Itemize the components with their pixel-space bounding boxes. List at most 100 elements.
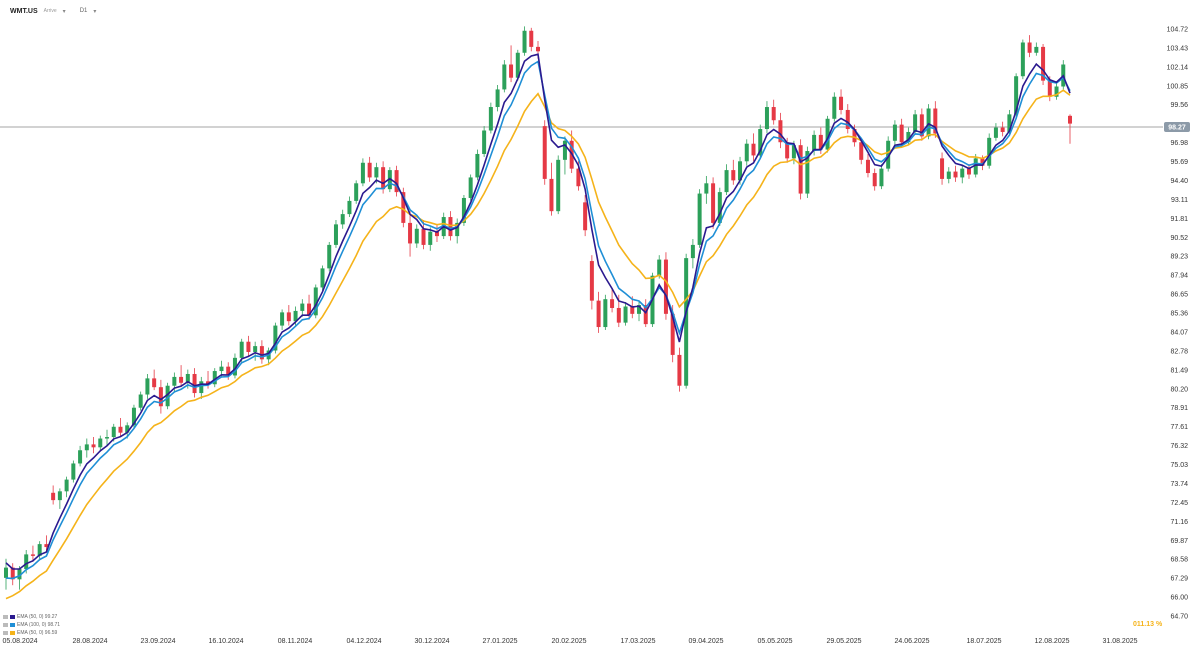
y-tick-label: 75.03 — [1170, 462, 1188, 469]
timeframe-label[interactable]: D1 — [79, 8, 88, 14]
chevron-down-icon[interactable]: ▾ — [93, 8, 97, 15]
candle — [165, 382, 170, 410]
candle — [455, 218, 460, 244]
candle — [697, 189, 702, 248]
x-axis: 05.08.2024 28.08.2024 23.09.2024 16.10.2024… — [2, 638, 1137, 645]
candle — [556, 155, 561, 215]
candle — [414, 224, 419, 248]
candle — [1000, 121, 1005, 137]
candle — [354, 180, 359, 204]
candle — [953, 165, 958, 182]
candle — [192, 368, 197, 398]
candle — [825, 115, 830, 153]
candle — [327, 241, 332, 272]
y-tick-label: 76.32 — [1170, 443, 1188, 450]
candle — [421, 219, 426, 250]
candle — [138, 391, 143, 411]
y-tick-label: 99.56 — [1170, 102, 1188, 109]
candle — [246, 335, 251, 357]
legend-swatch-ema200 — [10, 631, 15, 635]
y-tick-label: 90.52 — [1170, 235, 1188, 242]
candle — [232, 353, 237, 379]
candle — [684, 253, 689, 389]
candle — [845, 104, 850, 134]
legend-label: EMA (100, 0) 98.71 — [17, 622, 61, 628]
candle — [64, 476, 69, 498]
x-tick-label: 24.06.2025 — [894, 638, 929, 645]
symbol-label[interactable]: WMT.US — [10, 7, 38, 15]
candle — [152, 369, 157, 391]
y-tick-label: 66.00 — [1170, 595, 1188, 602]
y-axis: 104.72 103.43 102.14 100.85 99.56 96.98 95.69 9… — [1167, 27, 1189, 621]
chart-toolbar: WMT.US Arrive ▾ D1 ▾ — [10, 4, 96, 18]
y-tick-label: 69.87 — [1170, 538, 1188, 545]
candle — [495, 85, 500, 112]
candle — [30, 545, 35, 562]
y-tick-label: 82.78 — [1170, 348, 1188, 355]
candle — [764, 101, 769, 134]
candle — [434, 224, 439, 242]
eye-icon[interactable] — [3, 623, 8, 627]
y-tick-label: 100.85 — [1167, 83, 1189, 90]
eye-icon[interactable] — [3, 615, 8, 619]
candle — [1068, 114, 1072, 144]
candle — [704, 175, 709, 204]
x-tick-label: 20.02.2025 — [551, 638, 586, 645]
candle — [468, 174, 473, 201]
candle — [751, 133, 756, 162]
candle — [212, 368, 217, 388]
x-tick-label: 17.03.2025 — [620, 638, 655, 645]
candle — [300, 299, 305, 317]
candle — [899, 118, 904, 147]
candle — [711, 177, 716, 229]
x-tick-label: 04.12.2024 — [346, 638, 381, 645]
candle — [677, 347, 682, 392]
y-tick-label: 80.20 — [1170, 386, 1188, 393]
eye-icon[interactable] — [3, 631, 8, 635]
candle — [280, 309, 285, 330]
candle — [758, 124, 763, 159]
candle — [509, 45, 514, 83]
candle — [717, 187, 722, 226]
y-tick-label: 86.65 — [1170, 292, 1188, 299]
y-tick-label: 87.94 — [1170, 273, 1188, 280]
candle — [603, 294, 608, 330]
current-price-badge: 98.27 — [1164, 122, 1190, 132]
candle — [482, 126, 487, 157]
legend-item[interactable]: EMA (50, 0) 99.27 — [3, 613, 60, 621]
candle — [1027, 35, 1032, 58]
y-tick-label: 73.74 — [1170, 481, 1188, 488]
candle — [966, 164, 971, 179]
y-tick-label: 104.72 — [1167, 27, 1189, 34]
candle — [367, 156, 372, 182]
candle — [145, 373, 150, 399]
x-tick-label: 27.01.2025 — [482, 638, 517, 645]
candle — [179, 365, 184, 388]
candle — [724, 164, 729, 196]
x-tick-label: 28.08.2024 — [72, 638, 107, 645]
candle — [333, 219, 338, 248]
ema-50-line — [5, 53, 1071, 570]
candle — [1041, 43, 1046, 86]
x-tick-label: 23.09.2024 — [140, 638, 175, 645]
candle — [549, 162, 554, 216]
candle — [488, 102, 493, 134]
y-tick-label: 77.61 — [1170, 424, 1188, 431]
candle — [1020, 39, 1025, 80]
candle — [542, 120, 547, 185]
candle — [690, 239, 695, 269]
legend-item[interactable]: EMA (100, 0) 98.71 — [3, 621, 60, 629]
candle — [744, 139, 749, 166]
candle — [940, 152, 945, 185]
legend-item[interactable]: EMA (50, 0) 96.59 — [3, 629, 60, 637]
candle — [37, 541, 42, 561]
candle — [798, 139, 803, 200]
candle — [610, 288, 615, 313]
y-tick-label: 85.36 — [1170, 311, 1188, 318]
chevron-down-icon[interactable]: ▾ — [62, 8, 66, 15]
y-tick-label: 78.91 — [1170, 405, 1188, 412]
y-tick-label: 64.70 — [1170, 614, 1188, 621]
y-tick-label: 94.40 — [1170, 178, 1188, 185]
candle — [401, 187, 406, 228]
